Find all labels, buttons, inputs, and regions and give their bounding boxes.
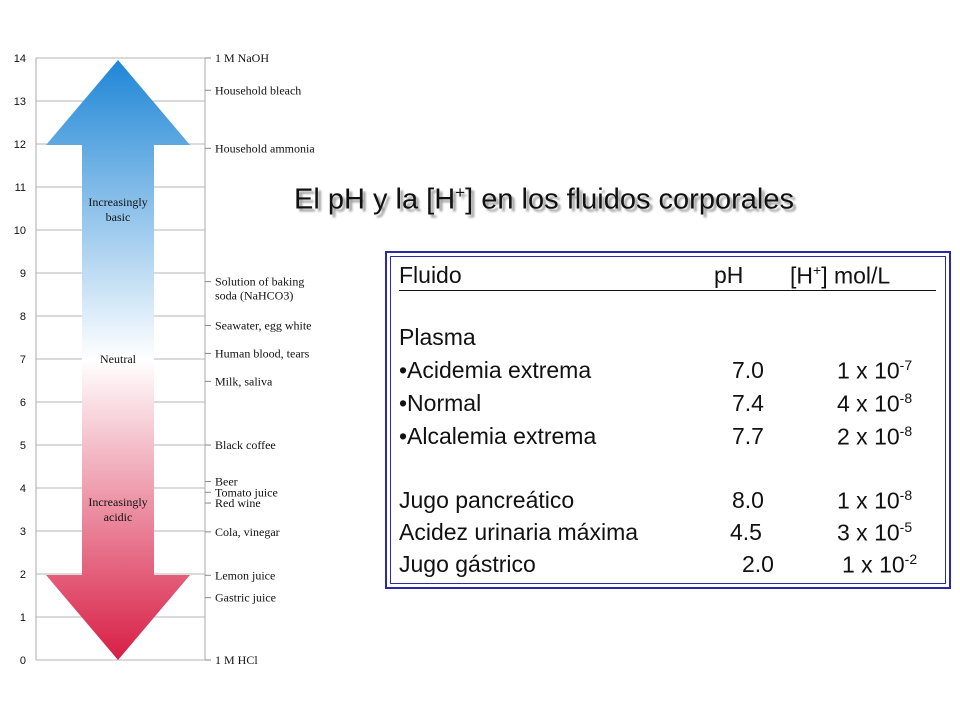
substance-label: 1 M NaOH xyxy=(215,51,269,65)
tick-label: 5 xyxy=(20,440,26,452)
ph-table: Fluido pH [H+] mol/L Plasma •Acidemia ex… xyxy=(385,251,951,589)
tick-label: 0 xyxy=(20,655,26,667)
row-fluid: •Alcalemia extrema xyxy=(399,423,597,449)
tick-label: 3 xyxy=(20,526,26,538)
tick-label: 9 xyxy=(20,268,26,280)
acidic-label-line2: acidic xyxy=(104,510,133,524)
row-h-conc: 2 x 10-8 xyxy=(837,423,913,450)
substance-label: Human blood, tears xyxy=(215,346,310,360)
substance-label: Black coffee xyxy=(215,438,276,452)
tick-label: 1 xyxy=(20,612,26,624)
row-h-conc: 4 x 10-8 xyxy=(837,390,913,417)
substance-label: soda (NaHCO3) xyxy=(215,289,293,303)
substance-label: Household bleach xyxy=(215,83,301,97)
row-fluid: Jugo pancreático xyxy=(399,487,575,513)
basic-label-line2: basic xyxy=(106,210,131,224)
row-ph: 8.0 xyxy=(732,487,764,513)
substance-label: Seawater, egg white xyxy=(215,318,311,332)
substance-label: Household ammonia xyxy=(215,141,315,155)
tick-label: 11 xyxy=(15,182,26,194)
tick-label: 13 xyxy=(14,96,26,108)
row-h-conc: 1 x 10-2 xyxy=(842,551,918,578)
tick-label: 6 xyxy=(20,397,26,409)
tick-label: 12 xyxy=(14,139,26,151)
substance-label: Red wine xyxy=(215,496,261,510)
row-ph: 7.0 xyxy=(732,357,764,383)
substance-label: Milk, saliva xyxy=(215,374,273,388)
header-h-conc: [H+] mol/L xyxy=(790,262,891,289)
double-arrow xyxy=(46,60,190,660)
substance-label: Solution of baking xyxy=(215,275,304,289)
substance-label: Tomato juice xyxy=(215,485,278,499)
row-fluid: •Normal xyxy=(399,390,482,416)
substance-label: Beer xyxy=(215,475,238,489)
tick-label: 14 xyxy=(14,53,26,65)
row-ph: 2.0 xyxy=(742,551,774,577)
header-fluid: Fluido xyxy=(399,262,462,288)
substance-label: Gastric juice xyxy=(215,591,276,605)
substance-label: Lemon juice xyxy=(215,568,275,582)
tick-label: 10 xyxy=(14,225,26,237)
header-ph: pH xyxy=(714,262,744,288)
row-h-conc: 1 x 10-8 xyxy=(837,487,913,514)
basic-label-line1: Increasingly xyxy=(88,195,147,209)
substance-label: Cola, vinegar xyxy=(215,525,280,539)
row-fluid: Jugo gástrico xyxy=(399,551,536,577)
row-ph: 4.5 xyxy=(730,519,762,545)
row-h-conc: 1 x 10-7 xyxy=(837,357,913,384)
page-title: El pH y la [H+] en los fluidos corporale… xyxy=(294,183,794,216)
row-ph: 7.7 xyxy=(732,423,764,449)
row-ph: 7.4 xyxy=(732,390,764,416)
row-h-conc: 3 x 10-5 xyxy=(837,519,913,546)
substance-label: 1 M HCl xyxy=(215,653,258,667)
tick-label: 8 xyxy=(20,311,26,323)
tick-label: 2 xyxy=(20,569,26,581)
acidic-label-line1: Increasingly xyxy=(88,495,147,509)
header-underline xyxy=(399,290,936,291)
tick-label: 4 xyxy=(20,483,26,495)
row-fluid: •Acidemia extrema xyxy=(399,357,592,383)
tick-label: 7 xyxy=(20,354,26,366)
row-fluid: Acidez urinaria máxima xyxy=(399,519,639,545)
neutral-label: Neutral xyxy=(100,352,137,366)
